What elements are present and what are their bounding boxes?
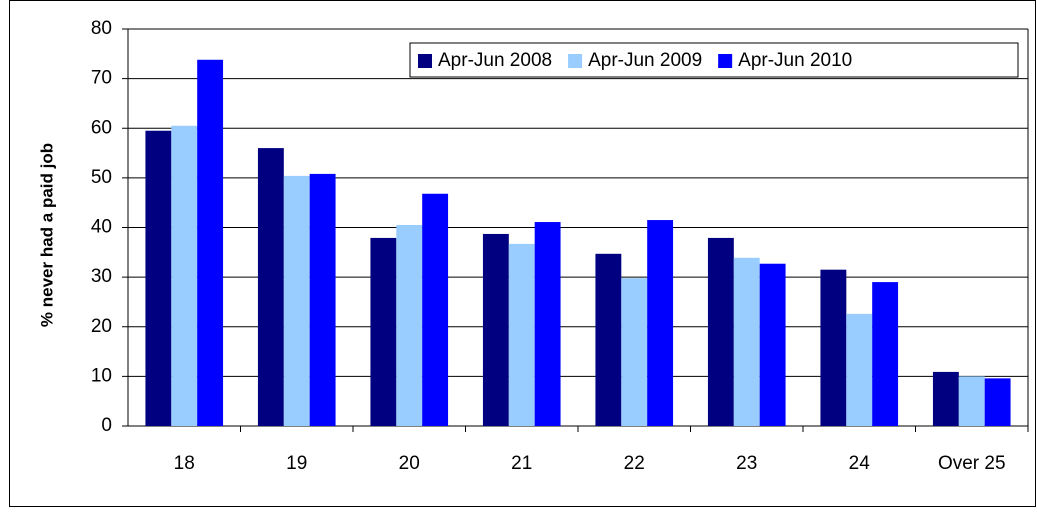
x-tick-label: Over 25: [938, 453, 1006, 474]
bar: [257, 148, 284, 426]
bar: [984, 378, 1011, 426]
legend-label: Apr-Jun 2010: [738, 50, 852, 71]
y-tick-label: 20: [91, 316, 112, 337]
y-tick-label: 70: [91, 68, 112, 89]
bar: [958, 376, 985, 426]
y-axis-label: % never had a paid job: [37, 143, 56, 327]
y-tick-label: 40: [91, 217, 112, 238]
bar: [733, 257, 760, 426]
bar: [283, 175, 310, 426]
bar: [759, 263, 786, 426]
bar: [171, 125, 198, 427]
bar: [595, 253, 622, 426]
x-tick-label: 18: [174, 453, 195, 474]
x-tick-label: 23: [736, 453, 757, 474]
y-tick-label: 50: [91, 167, 112, 188]
legend-swatch: [718, 54, 733, 68]
bar: [820, 269, 847, 426]
legend-swatch: [568, 54, 583, 68]
x-tick-label: 24: [849, 453, 871, 474]
y-tick-label: 10: [91, 365, 112, 386]
bar: [621, 278, 648, 426]
bar: [508, 243, 535, 426]
legend-label: Apr-Jun 2009: [588, 50, 702, 71]
legend-box: [409, 42, 1019, 78]
bar: [846, 313, 873, 426]
y-tick-label: 60: [91, 117, 112, 138]
bar: [197, 59, 224, 427]
bar: [422, 193, 449, 426]
legend-swatch: [418, 54, 432, 68]
y-tick-label: 0: [101, 415, 112, 436]
x-tick-label: 21: [511, 453, 532, 474]
bar: [872, 282, 899, 426]
bar: [482, 233, 509, 426]
x-tick-label: 20: [399, 453, 420, 474]
bar: [534, 222, 561, 426]
x-tick-label: 22: [624, 453, 645, 474]
y-tick-label: 30: [91, 266, 112, 287]
bar: [145, 130, 172, 426]
bar: [707, 237, 734, 426]
bar: [647, 220, 674, 426]
bar: [932, 371, 959, 426]
legend-label: Apr-Jun 2008: [438, 50, 552, 71]
y-tick-label: 80: [91, 18, 112, 39]
bar: [370, 237, 397, 426]
x-tick-label: 19: [286, 453, 307, 474]
bar: [309, 173, 336, 426]
bar: [396, 225, 423, 426]
